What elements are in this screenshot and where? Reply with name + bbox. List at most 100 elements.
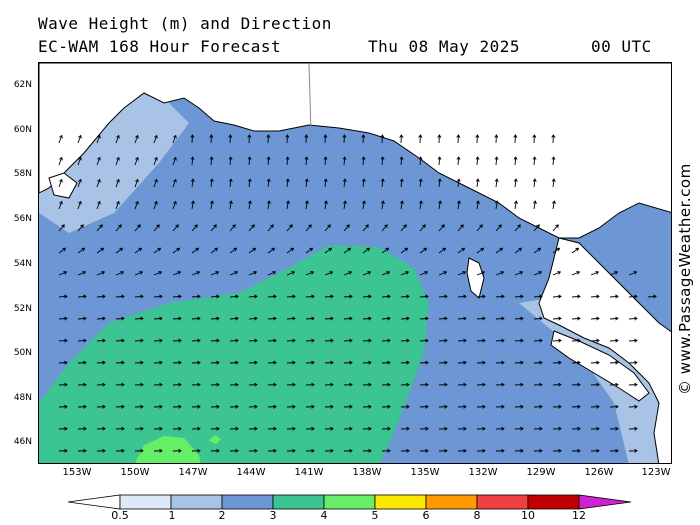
wave-arrow xyxy=(115,271,124,276)
colorbar-segment xyxy=(170,494,223,510)
colorbar-tick-4: 4 xyxy=(320,509,328,522)
wave-arrow-head xyxy=(406,316,410,321)
wave-arrow-head xyxy=(501,382,505,387)
wave-arrow-head xyxy=(121,404,125,409)
wave-arrow xyxy=(400,362,410,364)
wave-arrow-head xyxy=(399,200,404,205)
wave-arrow xyxy=(305,156,308,166)
wave-arrow-head xyxy=(558,294,562,299)
wave-map-svg xyxy=(39,63,671,463)
wave-arrow-head xyxy=(177,270,182,275)
wave-arrow xyxy=(476,201,479,210)
wave-arrow-head xyxy=(494,200,499,205)
wave-arrow-head xyxy=(159,316,163,321)
wave-arrow xyxy=(628,295,638,298)
wave-arrow xyxy=(438,362,448,364)
wave-arrow xyxy=(514,362,524,364)
wave-arrow-head xyxy=(235,294,239,299)
wave-arrow xyxy=(495,201,498,210)
wave-arrow-head xyxy=(558,338,562,343)
wave-arrow xyxy=(381,179,384,188)
wave-arrow xyxy=(115,317,125,320)
wave-arrow xyxy=(324,179,327,188)
wave-arrow-head xyxy=(494,134,499,138)
wave-arrow-head xyxy=(425,448,429,453)
wave-arrow-head xyxy=(406,294,410,299)
wave-arrow-head xyxy=(366,247,371,252)
wave-arrow-head xyxy=(78,178,82,183)
wave-arrow xyxy=(362,339,372,342)
wave-arrow-head xyxy=(81,247,86,252)
wave-arrow xyxy=(419,295,429,298)
wave-arrow-head xyxy=(289,224,293,228)
wave-arrow xyxy=(77,157,82,166)
wave-arrow-head xyxy=(139,270,144,275)
wave-arrow-head xyxy=(558,382,562,387)
wave-arrow xyxy=(58,362,68,364)
wave-arrow xyxy=(419,179,422,188)
wave-arrow-head xyxy=(209,200,214,205)
wave-arrow-head xyxy=(425,382,429,387)
wave-arrow xyxy=(267,156,270,166)
lat-label-48n: 48N xyxy=(13,393,32,403)
wave-arrow xyxy=(134,179,139,188)
wave-arrow-head xyxy=(387,338,391,343)
wave-arrow-head xyxy=(536,224,540,228)
wave-arrow-head xyxy=(266,200,271,205)
wave-arrow-head xyxy=(615,316,619,321)
wave-arrow xyxy=(533,179,536,188)
wave-arrow xyxy=(305,317,315,320)
wave-arrow-head xyxy=(140,360,144,365)
wave-arrow-head xyxy=(463,426,467,431)
wave-arrow xyxy=(495,247,503,254)
wave-arrow-head xyxy=(285,200,290,205)
wave-arrow-head xyxy=(102,338,106,343)
wave-arrow-head xyxy=(418,200,423,205)
wave-arrow-head xyxy=(539,404,543,409)
zone-4-5m xyxy=(135,436,201,463)
wave-arrow xyxy=(571,317,581,320)
wave-arrow xyxy=(191,247,199,254)
colorbar-tick-12: 12 xyxy=(572,509,586,522)
wave-arrow-head xyxy=(513,134,518,138)
wave-arrow-head xyxy=(520,382,524,387)
wave-arrow-head xyxy=(463,338,467,343)
wave-arrow-head xyxy=(513,200,518,205)
wave-arrow-head xyxy=(558,360,562,365)
wave-arrow xyxy=(191,317,201,320)
wave-arrow xyxy=(362,271,371,276)
wave-arrow xyxy=(571,295,581,298)
wave-arrow xyxy=(172,135,177,144)
wave-arrow-head xyxy=(197,338,201,343)
lon-label-141w: 141W xyxy=(294,467,324,478)
wave-arrow-head xyxy=(266,156,271,160)
wave-arrow-head xyxy=(102,360,106,365)
wave-arrow xyxy=(628,339,638,342)
wave-arrow-head xyxy=(342,178,347,182)
wave-arrow xyxy=(381,339,391,342)
wave-arrow-head xyxy=(292,404,296,409)
wave-arrow-head xyxy=(498,224,502,228)
wave-arrow xyxy=(457,179,460,188)
wave-arrow xyxy=(495,295,505,298)
wave-arrow xyxy=(153,247,161,254)
wave-arrow xyxy=(77,271,86,276)
lat-label-60n: 60N xyxy=(13,125,32,135)
wave-arrow-head xyxy=(190,200,195,205)
wave-arrow xyxy=(172,295,182,298)
wave-arrow-head xyxy=(78,134,82,139)
wave-arrow xyxy=(552,156,555,166)
wave-arrow xyxy=(305,224,312,232)
wave-arrow xyxy=(210,224,217,232)
wave-arrow-head xyxy=(532,134,537,138)
wave-arrow xyxy=(77,135,82,144)
wave-arrow-head xyxy=(308,224,312,228)
wave-arrow-head xyxy=(121,426,125,431)
wave-arrow-head xyxy=(235,382,239,387)
wave-arrow-head xyxy=(596,360,600,365)
wave-arrow xyxy=(267,247,275,254)
wave-arrow-head xyxy=(83,294,87,299)
wave-arrow xyxy=(305,271,314,276)
copyright-text: © www.PassageWeather.com xyxy=(676,163,694,395)
wave-arrow-head xyxy=(64,404,68,409)
